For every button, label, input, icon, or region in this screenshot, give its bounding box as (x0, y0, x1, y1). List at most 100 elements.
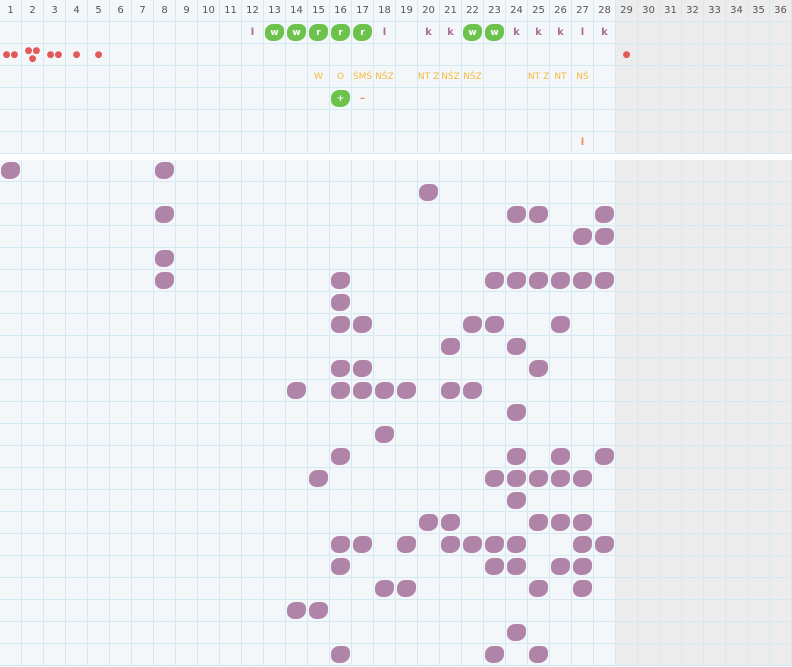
symptom-row-14-cell[interactable] (374, 446, 396, 468)
symptom-row-2-cell[interactable] (264, 182, 286, 204)
symptom-row-23-cell[interactable] (374, 644, 396, 666)
symptom-row-7-cell[interactable] (88, 292, 110, 314)
symptom-row-18-cell[interactable] (66, 534, 88, 556)
top-row-4-cell[interactable] (44, 88, 66, 110)
symptom-row-23-cell[interactable] (88, 644, 110, 666)
symptom-row-15-cell[interactable] (110, 468, 132, 490)
symptom-row-1-cell[interactable] (154, 160, 176, 182)
symptom-row-11-cell[interactable] (242, 380, 264, 402)
symptom-row-1-cell[interactable] (770, 160, 792, 182)
symptom-row-17-cell[interactable] (22, 512, 44, 534)
symptom-row-14-cell[interactable] (528, 446, 550, 468)
top-row-2-cell[interactable] (418, 44, 440, 66)
top-row-3-cell[interactable] (286, 66, 308, 88)
symptom-row-5-cell[interactable] (44, 248, 66, 270)
symptom-row-11-cell[interactable] (660, 380, 682, 402)
symptom-row-12-cell[interactable] (528, 402, 550, 424)
top-row-5-cell[interactable] (132, 110, 154, 132)
symptom-row-8-cell[interactable] (44, 314, 66, 336)
day-header-36[interactable]: 36 (770, 0, 792, 22)
symptom-row-2-cell[interactable] (374, 182, 396, 204)
symptom-row-10-cell[interactable] (528, 358, 550, 380)
symptom-row-3-cell[interactable] (264, 204, 286, 226)
symptom-row-13-cell[interactable] (770, 424, 792, 446)
symptom-row-12-cell[interactable] (176, 402, 198, 424)
symptom-row-21-cell[interactable] (572, 600, 594, 622)
symptom-row-3-cell[interactable] (286, 204, 308, 226)
symptom-row-7-cell[interactable] (308, 292, 330, 314)
top-row-4-cell[interactable] (638, 88, 660, 110)
symptom-row-22-cell[interactable] (66, 622, 88, 644)
top-row-1-cell[interactable] (726, 22, 748, 44)
top-row-3-cell[interactable] (198, 66, 220, 88)
symptom-row-8-cell[interactable] (506, 314, 528, 336)
symptom-row-12-cell[interactable] (484, 402, 506, 424)
symptom-row-19-cell[interactable] (572, 556, 594, 578)
symptom-row-15-cell[interactable] (132, 468, 154, 490)
symptom-row-4-cell[interactable] (726, 226, 748, 248)
symptom-row-9-cell[interactable] (748, 336, 770, 358)
top-row-5-cell[interactable] (352, 110, 374, 132)
symptom-row-20-cell[interactable] (308, 578, 330, 600)
symptom-row-2-cell[interactable] (638, 182, 660, 204)
top-row-1-cell[interactable]: k (594, 22, 616, 44)
symptom-row-15-cell[interactable] (660, 468, 682, 490)
symptom-row-22-cell[interactable] (462, 622, 484, 644)
top-row-4-cell[interactable] (286, 88, 308, 110)
symptom-row-20-cell[interactable] (704, 578, 726, 600)
top-row-4-cell[interactable]: + (330, 88, 352, 110)
symptom-row-13-cell[interactable] (550, 424, 572, 446)
symptom-row-12-cell[interactable] (264, 402, 286, 424)
symptom-row-21-cell[interactable] (66, 600, 88, 622)
day-header-26[interactable]: 26 (550, 0, 572, 22)
symptom-row-15-cell[interactable] (418, 468, 440, 490)
symptom-row-9-cell[interactable] (506, 336, 528, 358)
symptom-row-22-cell[interactable] (220, 622, 242, 644)
symptom-row-4-cell[interactable] (616, 226, 638, 248)
symptom-row-3-cell[interactable] (616, 204, 638, 226)
symptom-row-6-cell[interactable] (726, 270, 748, 292)
symptom-row-4-cell[interactable] (308, 226, 330, 248)
symptom-row-21-cell[interactable] (396, 600, 418, 622)
symptom-row-5-cell[interactable] (418, 248, 440, 270)
top-row-5-cell[interactable] (594, 110, 616, 132)
symptom-row-16-cell[interactable] (286, 490, 308, 512)
top-row-2-cell[interactable] (572, 44, 594, 66)
symptom-row-12-cell[interactable] (88, 402, 110, 424)
symptom-row-14-cell[interactable] (440, 446, 462, 468)
top-row-2-cell[interactable] (638, 44, 660, 66)
symptom-row-21-cell[interactable] (418, 600, 440, 622)
symptom-row-10-cell[interactable] (682, 358, 704, 380)
symptom-row-3-cell[interactable] (528, 204, 550, 226)
top-row-4-cell[interactable] (264, 88, 286, 110)
top-row-6-cell[interactable] (220, 132, 242, 154)
top-row-3-cell[interactable] (22, 66, 44, 88)
symptom-row-17-cell[interactable] (66, 512, 88, 534)
symptom-row-11-cell[interactable] (638, 380, 660, 402)
symptom-row-10-cell[interactable] (616, 358, 638, 380)
symptom-row-11-cell[interactable] (44, 380, 66, 402)
symptom-row-7-cell[interactable] (44, 292, 66, 314)
top-row-4-cell[interactable]: – (352, 88, 374, 110)
symptom-row-8-cell[interactable] (330, 314, 352, 336)
symptom-row-2-cell[interactable] (396, 182, 418, 204)
symptom-row-11-cell[interactable] (440, 380, 462, 402)
symptom-row-11-cell[interactable] (286, 380, 308, 402)
symptom-row-9-cell[interactable] (682, 336, 704, 358)
symptom-row-12-cell[interactable] (132, 402, 154, 424)
symptom-row-6-cell[interactable] (660, 270, 682, 292)
symptom-row-8-cell[interactable] (462, 314, 484, 336)
day-header-29[interactable]: 29 (616, 0, 638, 22)
symptom-row-12-cell[interactable] (308, 402, 330, 424)
symptom-row-19-cell[interactable] (462, 556, 484, 578)
symptom-row-22-cell[interactable] (396, 622, 418, 644)
symptom-row-18-cell[interactable] (594, 534, 616, 556)
symptom-row-23-cell[interactable] (330, 644, 352, 666)
symptom-row-6-cell[interactable] (66, 270, 88, 292)
symptom-row-14-cell[interactable] (638, 446, 660, 468)
symptom-row-7-cell[interactable] (132, 292, 154, 314)
symptom-row-12-cell[interactable] (44, 402, 66, 424)
top-row-5-cell[interactable] (374, 110, 396, 132)
symptom-row-21-cell[interactable] (44, 600, 66, 622)
symptom-row-7-cell[interactable] (638, 292, 660, 314)
